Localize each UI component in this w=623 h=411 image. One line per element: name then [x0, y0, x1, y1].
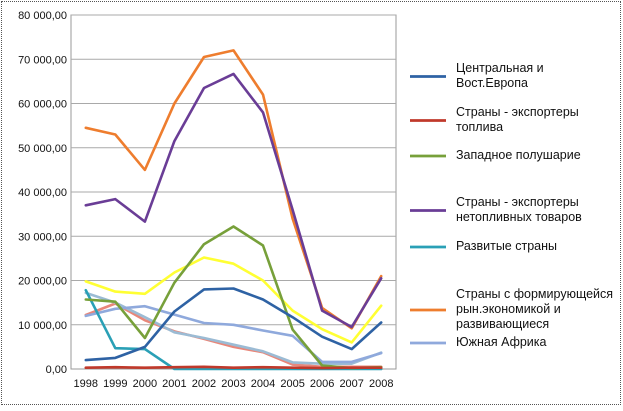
- series-line-6: [84, 304, 383, 364]
- x-tick-label: 2002: [192, 378, 216, 390]
- x-tick-label: 2008: [369, 378, 393, 390]
- legend-label: Южная Африка: [456, 335, 547, 349]
- legend-label: Страны - экспортеры: [456, 195, 579, 209]
- x-tick-label: 2003: [221, 378, 245, 390]
- y-tick-label: 20 000,00: [18, 276, 67, 288]
- series-line-8: [84, 291, 383, 366]
- y-tick-label: 10 000,00: [18, 320, 67, 332]
- y-axis-ticks: 0,00 10 000,00 20 000,00 30 000,00 40 000,00…: [18, 10, 67, 376]
- y-tick-label: 50 000,00: [18, 143, 67, 155]
- legend-label: Западное полушарие: [456, 148, 581, 162]
- x-tick-label: 2001: [162, 378, 186, 390]
- series-line-2: [84, 225, 383, 370]
- x-tick-label: 2004: [251, 378, 275, 390]
- chart-frame: 0,00 10 000,00 20 000,00 30 000,00 40 000,00…: [1, 1, 621, 405]
- x-tick-label: 2000: [133, 378, 157, 390]
- y-tick-label: 30 000,00: [18, 231, 67, 243]
- series-line-7: [84, 256, 383, 344]
- legend-label: Развитые страны: [456, 239, 557, 253]
- series-line-3: [84, 72, 383, 329]
- x-tick-label: 1999: [103, 378, 127, 390]
- legend-label: развивающиеся: [456, 317, 549, 331]
- series-lines: [84, 49, 383, 371]
- y-tick-label: 60 000,00: [18, 99, 67, 111]
- x-tick-label: 1998: [74, 378, 98, 390]
- legend-label: топлива: [456, 120, 503, 134]
- y-tick-label: 0,00: [46, 364, 67, 376]
- x-tick-label: 2007: [339, 378, 363, 390]
- legend-label: нетопливных товаров: [456, 210, 582, 224]
- legend-label: Страны с формирующейся: [456, 287, 613, 301]
- legend-label: рын.экономикой и: [456, 302, 561, 316]
- line-chart: 0,00 10 000,00 20 000,00 30 000,00 40 000,00…: [18, 10, 613, 390]
- x-tick-label: 2005: [280, 378, 304, 390]
- x-axis-ticks: 1998 1999 2000 2001 2002 2003 2004 2005 2006 2007…: [74, 378, 394, 390]
- series-line-1: [84, 365, 383, 370]
- y-tick-label: 80 000,00: [18, 10, 67, 22]
- y-tick-label: 70 000,00: [18, 54, 67, 66]
- legend-label: Центральная и: [456, 61, 544, 75]
- legend-label: Вост.Европа: [456, 76, 528, 90]
- x-tick-label: 2006: [310, 378, 334, 390]
- y-tick-label: 40 000,00: [18, 187, 67, 199]
- legend-label: Страны - экспортеры: [456, 105, 579, 119]
- series-line-0: [84, 287, 383, 362]
